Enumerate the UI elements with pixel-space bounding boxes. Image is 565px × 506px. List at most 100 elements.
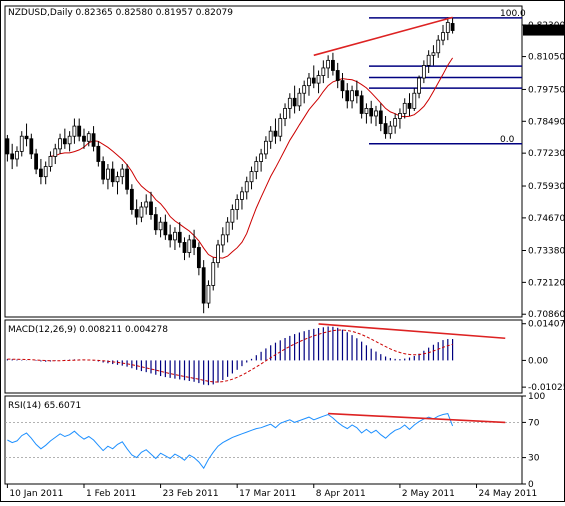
macd-divergence-line xyxy=(318,323,506,340)
candle-body xyxy=(340,80,345,92)
candle-body xyxy=(378,110,383,124)
candle-body xyxy=(354,90,359,97)
candle xyxy=(445,17,450,41)
candle xyxy=(421,60,426,84)
candle xyxy=(450,17,455,34)
macd-pane[interactable]: MACD(12,26,9) 0.008211 0.004278 0.014072 0… xyxy=(4,319,565,394)
candle xyxy=(106,164,110,190)
x-tick-label: 17 Mar 2011 xyxy=(239,489,296,499)
candle xyxy=(15,146,19,167)
candle xyxy=(58,133,62,154)
candle xyxy=(244,176,249,200)
candle-body xyxy=(316,75,321,84)
price-trendline xyxy=(313,16,453,57)
price-y-tick-label: 0.73380 xyxy=(528,247,565,257)
candle-body xyxy=(91,133,96,147)
candle xyxy=(77,118,82,142)
candle-body xyxy=(106,168,110,180)
candle xyxy=(431,45,436,66)
candle xyxy=(441,24,445,46)
candle-body xyxy=(359,95,364,114)
candle xyxy=(254,156,259,180)
candle xyxy=(173,227,177,250)
candle xyxy=(350,85,354,109)
candle xyxy=(201,260,206,314)
candle xyxy=(335,62,340,89)
candle xyxy=(302,80,307,104)
candle-body xyxy=(149,201,153,215)
candle xyxy=(120,164,125,185)
candle-body xyxy=(58,138,62,150)
candle xyxy=(72,118,77,144)
candle-body xyxy=(235,199,240,210)
candle-body xyxy=(345,90,350,102)
candle xyxy=(354,80,359,104)
candle-body xyxy=(24,135,29,140)
candle-body xyxy=(335,70,340,81)
candle xyxy=(134,199,139,225)
candle-body xyxy=(326,59,331,69)
candle xyxy=(101,156,106,185)
candle-body xyxy=(398,113,402,119)
candle xyxy=(86,131,91,147)
candle xyxy=(177,222,182,248)
x-tick-label: 8 Apr 2011 xyxy=(316,489,366,499)
candle-body xyxy=(225,221,230,236)
candle-body xyxy=(48,156,53,167)
candle-body xyxy=(383,123,388,135)
candle-body xyxy=(350,90,354,102)
candle-body xyxy=(431,52,436,56)
candle xyxy=(326,55,331,79)
fib-level-label: 100.0 xyxy=(500,9,526,19)
candle xyxy=(359,90,364,119)
price-y-tick-label: 0.79750 xyxy=(528,85,565,95)
macd-pane-border xyxy=(4,319,523,394)
candle xyxy=(168,224,173,248)
candle-body xyxy=(182,242,187,253)
candle xyxy=(216,239,220,268)
candle xyxy=(402,98,407,119)
candle xyxy=(139,201,144,223)
candle xyxy=(225,217,230,243)
price-pane-border xyxy=(4,5,523,318)
candle-body xyxy=(331,59,335,71)
candle-body xyxy=(211,262,216,286)
candle-body xyxy=(77,125,82,137)
candle-body xyxy=(153,214,158,231)
candle-body xyxy=(421,65,426,79)
candle xyxy=(412,88,417,111)
candle-body xyxy=(273,130,278,137)
candle xyxy=(62,128,67,149)
candle-body xyxy=(268,130,273,142)
candle-body xyxy=(62,138,67,145)
candle xyxy=(10,143,15,170)
candle-body xyxy=(39,168,43,178)
candle-body xyxy=(402,102,407,114)
last-price-label: 0.82079 xyxy=(526,27,563,37)
candle-body xyxy=(196,247,201,269)
fib-level-label: 0.0 xyxy=(500,135,515,145)
candle xyxy=(378,103,383,132)
candle-body xyxy=(19,135,24,152)
price-pane[interactable]: NZDUSD,Daily 0.82365 0.82580 0.81957 0.8… xyxy=(4,5,565,320)
candle xyxy=(273,118,278,144)
macd-y-tick-label: -0.01025 xyxy=(528,383,565,393)
x-tick-label: 1 Feb 2011 xyxy=(86,489,136,499)
candle-body xyxy=(139,206,144,218)
macd-y-tick-label: 0.00 xyxy=(528,356,548,366)
candle-body xyxy=(311,77,316,84)
price-y-tick-label: 0.70860 xyxy=(528,310,565,320)
price-y-tick-label: 0.78490 xyxy=(528,117,565,127)
candle-body xyxy=(445,22,450,33)
price-y-tick-label: 0.72120 xyxy=(528,278,565,288)
rsi-pane[interactable]: RSI(14) 65.6071 100 70 30 0 xyxy=(4,392,545,490)
candle-body xyxy=(283,108,287,119)
candle-body xyxy=(412,92,417,109)
candle-body xyxy=(177,231,182,243)
candle-body xyxy=(53,148,58,157)
candle-body xyxy=(15,150,19,160)
candle-body xyxy=(278,118,283,137)
